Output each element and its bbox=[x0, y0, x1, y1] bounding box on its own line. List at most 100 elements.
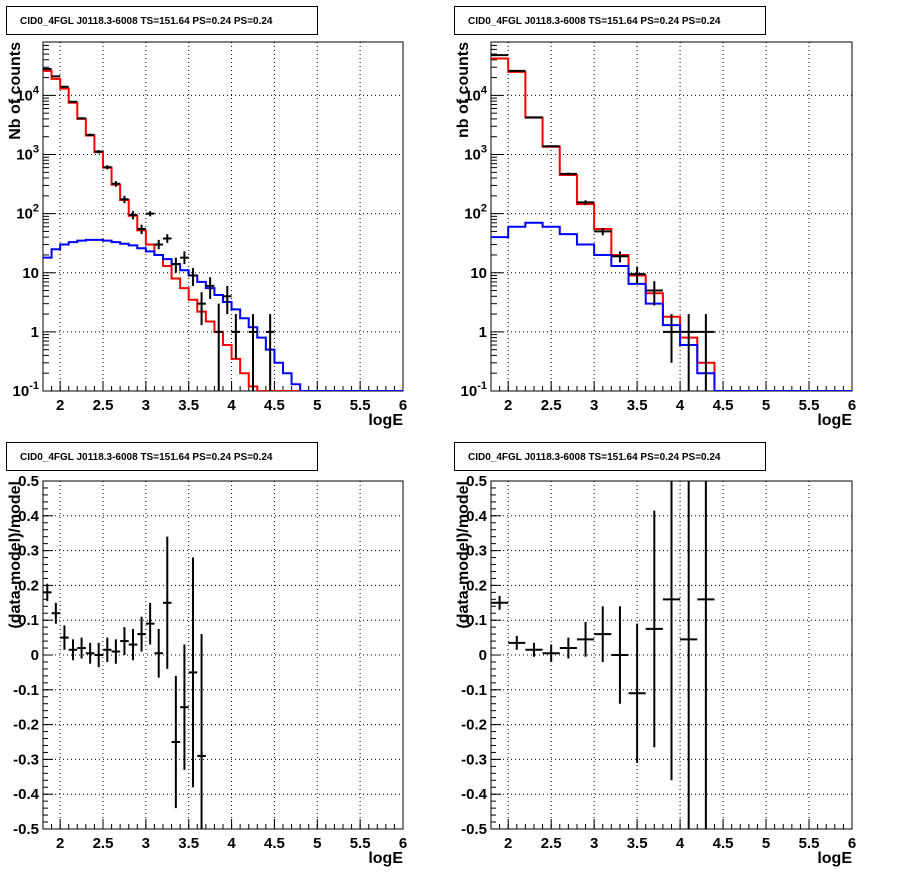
residual-point bbox=[85, 642, 95, 664]
residual-point bbox=[628, 623, 646, 763]
y-tick-label: 104 bbox=[464, 84, 488, 104]
y-tick-label: 10 bbox=[470, 265, 487, 282]
residual-point bbox=[103, 637, 112, 662]
y-tick-label: 0 bbox=[479, 647, 487, 664]
data-point bbox=[197, 292, 206, 326]
x-tick-label: 6 bbox=[848, 835, 856, 852]
x-tick-label: 3.5 bbox=[178, 397, 199, 414]
panel-counts-left: CID0_4FGL J0118.3-6008 TS=151.64 PS=0.24… bbox=[6, 6, 407, 429]
data-point bbox=[542, 145, 560, 148]
data-point bbox=[94, 150, 103, 154]
y-tick-label: 1 bbox=[479, 324, 487, 341]
x-tick-label: 2.5 bbox=[93, 397, 114, 414]
y-tick-label: -0.1 bbox=[13, 682, 39, 699]
y-axis-label: (data-model)/model bbox=[7, 481, 24, 629]
residual-point bbox=[542, 644, 560, 662]
x-axis-label: logE bbox=[817, 850, 852, 867]
data-point bbox=[680, 314, 698, 391]
y-tick-label: -0.4 bbox=[461, 786, 488, 803]
residual-point bbox=[559, 637, 577, 659]
data-point bbox=[205, 277, 215, 299]
x-tick-label: 4 bbox=[227, 835, 236, 852]
y-axis-label: nb of counts bbox=[455, 42, 472, 138]
y-tick-label: 102 bbox=[464, 203, 487, 223]
data-point bbox=[231, 314, 241, 359]
data-point bbox=[43, 67, 52, 70]
x-tick-label: 2.5 bbox=[541, 397, 562, 414]
x-tick-label: 2 bbox=[56, 835, 64, 852]
data-point bbox=[60, 85, 69, 88]
y-tick-label: -0.3 bbox=[13, 751, 39, 768]
residual-point bbox=[137, 616, 146, 652]
data-point bbox=[491, 54, 509, 57]
x-axis-label: logE bbox=[368, 850, 403, 867]
y-tick-label: -0.4 bbox=[13, 786, 40, 803]
chart-title: CID0_4FGL J0118.3-6008 TS=151.64 PS=0.24… bbox=[20, 452, 273, 463]
residual-point bbox=[180, 644, 189, 770]
residual-point bbox=[525, 642, 543, 657]
data-point bbox=[163, 234, 172, 243]
y-tick-label: 0.1 bbox=[466, 612, 487, 629]
residual-point bbox=[576, 621, 595, 657]
data-point bbox=[645, 281, 663, 306]
data-point bbox=[120, 195, 129, 204]
data-point bbox=[145, 211, 155, 217]
chart-title: CID0_4FGL J0118.3-6008 TS=151.64 PS=0.24… bbox=[468, 16, 721, 27]
residual-point bbox=[154, 628, 163, 678]
y-tick-label: 0.2 bbox=[466, 577, 487, 594]
y-tick-label: 0.5 bbox=[18, 473, 39, 490]
residual-point bbox=[508, 635, 526, 650]
title-box bbox=[454, 6, 766, 35]
residual-point bbox=[662, 481, 681, 781]
residual-point bbox=[60, 625, 69, 650]
data-point bbox=[85, 133, 95, 137]
x-tick-label: 6 bbox=[399, 397, 407, 414]
data-point bbox=[171, 257, 181, 273]
data-point bbox=[154, 239, 163, 250]
panel-counts-right: CID0_4FGL J0118.3-6008 TS=151.64 PS=0.24… bbox=[454, 6, 856, 429]
data-point bbox=[559, 172, 577, 176]
residual-point bbox=[111, 639, 121, 664]
x-tick-label: 2.5 bbox=[541, 835, 562, 852]
x-tick-label: 3 bbox=[590, 397, 598, 414]
residual-point bbox=[594, 606, 612, 662]
title-box bbox=[6, 6, 318, 35]
y-tick-label: -0.5 bbox=[461, 821, 487, 838]
residual-point bbox=[94, 642, 103, 668]
x-tick-label: 4 bbox=[227, 397, 236, 414]
y-tick-label: 10 bbox=[22, 265, 39, 282]
data-point bbox=[77, 117, 86, 120]
x-tick-label: 4 bbox=[676, 397, 685, 414]
y-tick-label: -0.2 bbox=[13, 717, 39, 734]
model-total-histogram bbox=[491, 57, 852, 391]
chart-title: CID0_4FGL J0118.3-6008 TS=151.64 PS=0.24… bbox=[20, 16, 273, 27]
y-tick-label: 1 bbox=[31, 324, 39, 341]
x-tick-label: 5.5 bbox=[799, 397, 820, 414]
y-tick-label: 0.2 bbox=[18, 577, 39, 594]
x-tick-label: 4.5 bbox=[264, 835, 285, 852]
y-tick-label: 0.4 bbox=[18, 508, 40, 525]
data-point bbox=[508, 69, 526, 72]
data-point bbox=[223, 285, 232, 315]
y-tick-label: 0.4 bbox=[466, 508, 488, 525]
data-point bbox=[265, 314, 275, 391]
data-point bbox=[103, 165, 112, 170]
data-point bbox=[128, 211, 138, 220]
residual-point bbox=[51, 602, 61, 624]
residual-point bbox=[645, 510, 663, 748]
x-tick-label: 2 bbox=[56, 397, 64, 414]
y-tick-label: 0.3 bbox=[18, 543, 39, 560]
data-point bbox=[214, 303, 223, 391]
residual-point bbox=[491, 595, 509, 610]
y-tick-label: -0.2 bbox=[461, 717, 487, 734]
background-histogram bbox=[491, 221, 852, 391]
residual-point bbox=[77, 637, 86, 659]
residual-point bbox=[680, 481, 698, 829]
residual-point bbox=[120, 627, 129, 655]
x-tick-label: 4.5 bbox=[264, 397, 285, 414]
panel-residuals-left: CID0_4FGL J0118.3-6008 TS=151.64 PS=0.24… bbox=[6, 442, 407, 867]
residual-point bbox=[188, 557, 198, 788]
residual-point bbox=[163, 536, 172, 669]
y-tick-label: 0.3 bbox=[466, 543, 487, 560]
